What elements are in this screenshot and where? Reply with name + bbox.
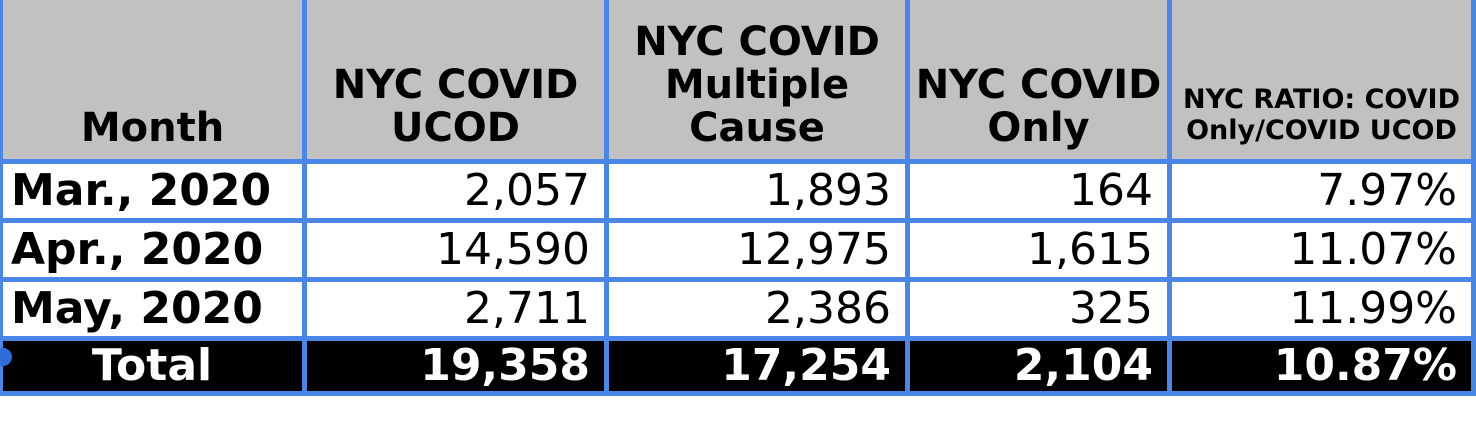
ratio-cell: 11.07% [1167, 217, 1476, 282]
col-header-ratio: NYC RATIO: COVID Only/COVID UCOD [1167, 0, 1476, 164]
total-ratio-cell: 10.87% [1167, 335, 1476, 396]
covid-only-cell: 325 [905, 276, 1172, 341]
col-header-multiple-cause: NYC COVID Multiple Cause [604, 0, 910, 164]
total-label-cell: Total [0, 335, 307, 396]
table-row-total: Total 19,358 17,254 2,104 10.87% [0, 335, 1476, 396]
selection-handle-dot[interactable] [0, 348, 12, 366]
col-header-month: Month [0, 0, 307, 164]
covid-only-cell: 1,615 [905, 217, 1172, 282]
table-row-may-2020: May, 2020 2,711 2,386 325 11.99% [0, 276, 1476, 341]
nyc-covid-deaths-table: Month NYC COVID UCOD NYC COVID Multiple … [0, 0, 1476, 396]
month-cell: Apr., 2020 [0, 217, 307, 282]
ucod-cell: 14,590 [302, 217, 609, 282]
total-ucod-cell: 19,358 [302, 335, 609, 396]
table-header-row: Month NYC COVID UCOD NYC COVID Multiple … [0, 0, 1476, 164]
total-covid-only-cell: 2,104 [905, 335, 1172, 396]
ratio-cell: 7.97% [1167, 158, 1476, 223]
col-header-ucod: NYC COVID UCOD [302, 0, 609, 164]
col-header-covid-only: NYC COVID Only [905, 0, 1172, 164]
month-cell: May, 2020 [0, 276, 307, 341]
ucod-cell: 2,711 [302, 276, 609, 341]
ucod-cell: 2,057 [302, 158, 609, 223]
month-cell: Mar., 2020 [0, 158, 307, 223]
covid-only-cell: 164 [905, 158, 1172, 223]
total-multiple-cause-cell: 17,254 [604, 335, 910, 396]
multiple-cause-cell: 1,893 [604, 158, 910, 223]
multiple-cause-cell: 12,975 [604, 217, 910, 282]
table-row-mar-2020: Mar., 2020 2,057 1,893 164 7.97% [0, 158, 1476, 223]
multiple-cause-cell: 2,386 [604, 276, 910, 341]
ratio-cell: 11.99% [1167, 276, 1476, 341]
table-row-apr-2020: Apr., 2020 14,590 12,975 1,615 11.07% [0, 217, 1476, 282]
